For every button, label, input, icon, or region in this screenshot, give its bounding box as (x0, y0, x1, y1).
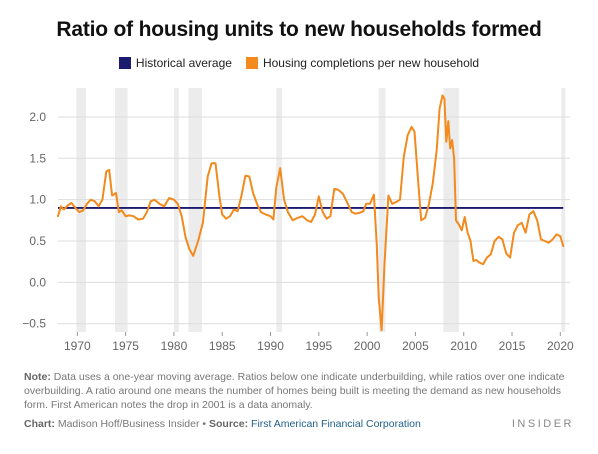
legend-swatch-completions (245, 57, 258, 69)
completions-series-line (57, 94, 565, 332)
credit-source-link[interactable]: First American Financial Corporation (251, 418, 421, 430)
y-tick-label: 1.5 (29, 151, 46, 165)
recession-band (378, 88, 386, 332)
x-tick-label: 1995 (305, 339, 332, 353)
y-tick-label: −0.5 (22, 317, 46, 331)
y-tick-label: 0.5 (29, 234, 46, 248)
y-tick-label: 2.0 (29, 110, 46, 124)
legend-item-completions: Housing completions per new household (245, 56, 480, 70)
x-tick-label: 1970 (64, 339, 91, 353)
recession-band (561, 88, 566, 332)
chart-title: Ratio of housing units to new households… (56, 18, 542, 41)
y-tick-label: 1.0 (29, 193, 46, 207)
insider-logo: INSIDER (511, 418, 574, 430)
credit-chart-label: Chart: (24, 418, 55, 430)
recession-band (443, 88, 459, 332)
x-tick-label: 2020 (547, 339, 574, 353)
chart-credit: Chart: Madison Hoff/Business Insider • S… (24, 418, 421, 430)
x-tick-label: 1990 (257, 339, 284, 353)
x-tick-label: 2005 (402, 339, 429, 353)
x-tick-label: 2010 (450, 339, 477, 353)
x-tick-label: 2015 (499, 339, 526, 353)
recession-band (173, 88, 179, 332)
x-tick-label: 1980 (161, 339, 188, 353)
chart-note: Note: Data uses a one-year moving averag… (24, 370, 576, 412)
y-tick-label: 0.0 (29, 275, 46, 289)
credit-chart-text: Madison Hoff/Business Insider (57, 418, 200, 430)
credit-source-label: Source: (209, 418, 249, 430)
x-tick-label: 1985 (209, 339, 236, 353)
recession-band (276, 88, 283, 332)
x-tick-label: 2000 (354, 339, 381, 353)
recession-band (76, 88, 87, 332)
note-label: Note: (24, 371, 51, 383)
legend-label-completions: Housing completions per new household (262, 56, 480, 70)
chart-legend: Historical average Housing completions p… (0, 56, 598, 70)
legend-swatch-historical (118, 57, 131, 69)
legend-label-historical: Historical average (135, 56, 232, 70)
x-tick-label: 1975 (112, 339, 139, 353)
note-text: Data uses a one-year moving average. Rat… (24, 371, 565, 411)
credit-bullet: • (202, 418, 207, 430)
legend-item-historical: Historical average (118, 56, 232, 70)
recession-band (188, 88, 202, 332)
